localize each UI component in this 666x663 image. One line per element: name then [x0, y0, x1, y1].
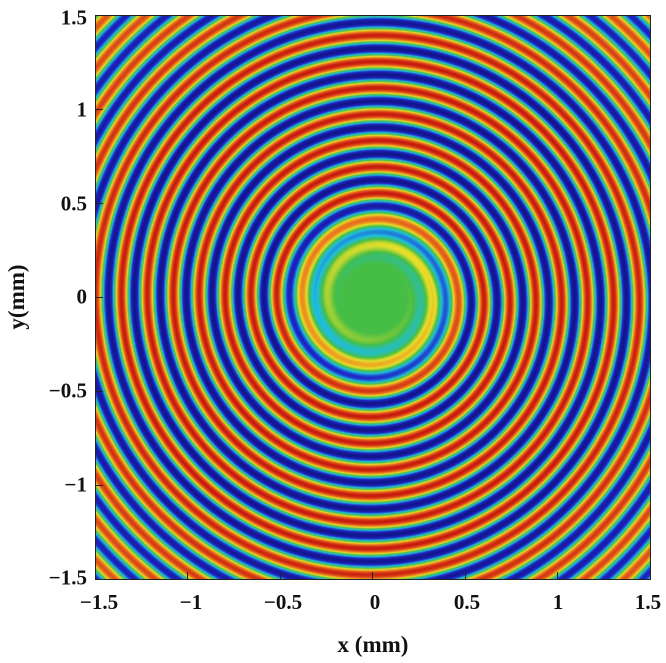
x-tick-mark	[372, 572, 373, 580]
y-tick-label: 0.5	[60, 191, 87, 216]
x-tick-label: 1	[552, 590, 564, 614]
x-tick-label: 0	[369, 590, 381, 614]
x-tick-mark	[94, 572, 96, 580]
x-tick-mark	[187, 572, 188, 580]
y-tick-mark	[95, 14, 103, 16]
x-tick-label: −1.5	[79, 590, 119, 614]
y-tick-label: 1.5	[60, 5, 87, 30]
x-axis-label: x (mm)	[337, 632, 409, 657]
y-axis-label: y(mm)	[4, 264, 29, 330]
y-tick-mark	[95, 578, 103, 580]
y-tick-mark	[95, 390, 103, 392]
y-tick-mark	[95, 202, 103, 204]
y-tick-mark	[95, 108, 103, 110]
x-tick-label: 1.5	[634, 590, 662, 614]
x-tick-mark	[557, 572, 558, 580]
x-tick-mark	[464, 572, 466, 580]
x-tick-label: −0.5	[263, 590, 303, 614]
x-tick-mark	[279, 572, 281, 580]
y-tick-label: 0	[76, 284, 88, 309]
y-tick-label: −1.5	[48, 565, 87, 590]
heatmap-field	[96, 16, 650, 579]
y-tick-label: −1	[64, 472, 87, 497]
plot-area	[95, 15, 651, 580]
y-tick-mark	[95, 484, 103, 486]
y-tick-label: 1	[76, 97, 88, 122]
y-tick-label: −0.5	[48, 378, 87, 403]
x-tick-mark	[649, 572, 651, 580]
y-tick-mark	[95, 296, 103, 298]
x-tick-label: 0.5	[453, 590, 481, 614]
x-tick-label: −1	[179, 590, 203, 614]
